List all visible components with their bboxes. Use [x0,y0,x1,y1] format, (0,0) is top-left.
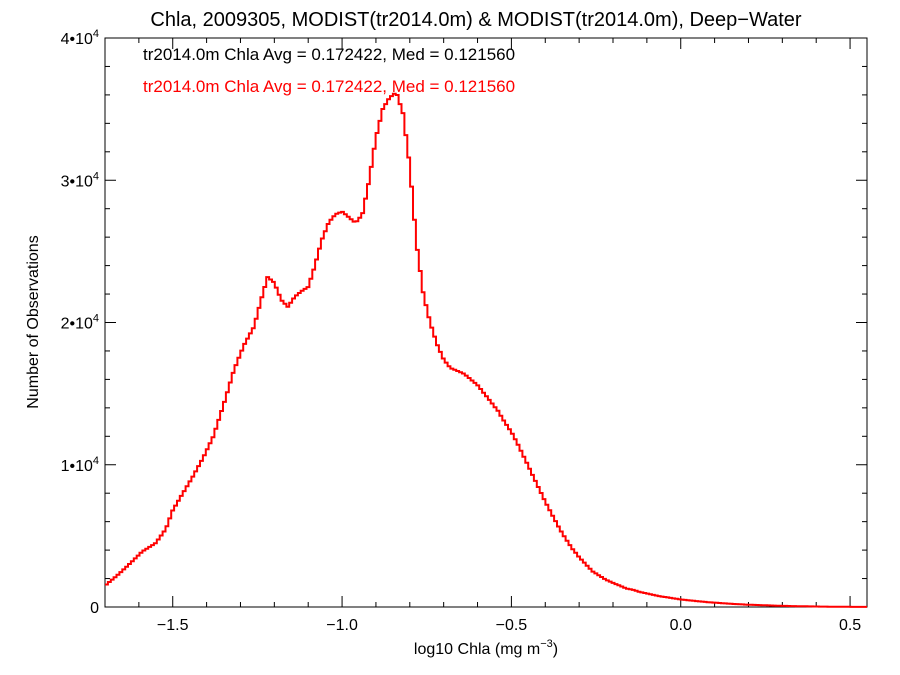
y-tick-exp: 4 [93,28,99,40]
y-tick-base: 3•10 [61,173,93,190]
y-tick-label: 3•104 [61,170,99,190]
x-tick-label: −1.5 [157,617,189,634]
x-axis-title-main: log10 Chla (mg m [414,641,540,658]
y-tick-label: 0 [90,600,99,617]
plot-frame [104,37,868,608]
x-tick-label: −0.5 [496,617,528,634]
y-axis-title: Number of Observations [25,235,42,408]
annotation-black: tr2014.0m Chla Avg = 0.172422, Med = 0.1… [143,45,515,64]
y-tick-exp: 4 [93,170,99,182]
y-tick-base: 0 [90,600,99,617]
y-tick-label: 2•104 [61,313,99,333]
y-tick-base: 1•10 [61,458,93,475]
annotation-red: tr2014.0m Chla Avg = 0.172422, Med = 0.1… [143,77,515,96]
series-layer [105,92,867,608]
x-axis-title: log10 Chla (mg m−3) [414,638,558,658]
x-tick-label: 0.5 [839,617,861,634]
y-tick-label: 1•104 [61,455,99,475]
y-tick-label: 4•104 [61,28,99,48]
y-tick-exp: 4 [93,313,99,325]
chart-title: Chla, 2009305, MODIST(tr2014.0m) & MODIS… [150,9,802,31]
x-axis-ticks: −1.5 −1.0 −0.5 0.0 0.5 [104,38,861,634]
y-tick-base: 4•10 [61,31,93,48]
x-tick-label: −1.0 [326,617,358,634]
x-tick-label: 0.0 [670,617,692,634]
series-0-line [105,92,867,608]
x-axis-title-sup: −3 [540,638,553,650]
y-tick-base: 2•10 [61,316,93,333]
x-axis-title-end: ) [553,641,558,658]
y-tick-exp: 4 [93,455,99,467]
